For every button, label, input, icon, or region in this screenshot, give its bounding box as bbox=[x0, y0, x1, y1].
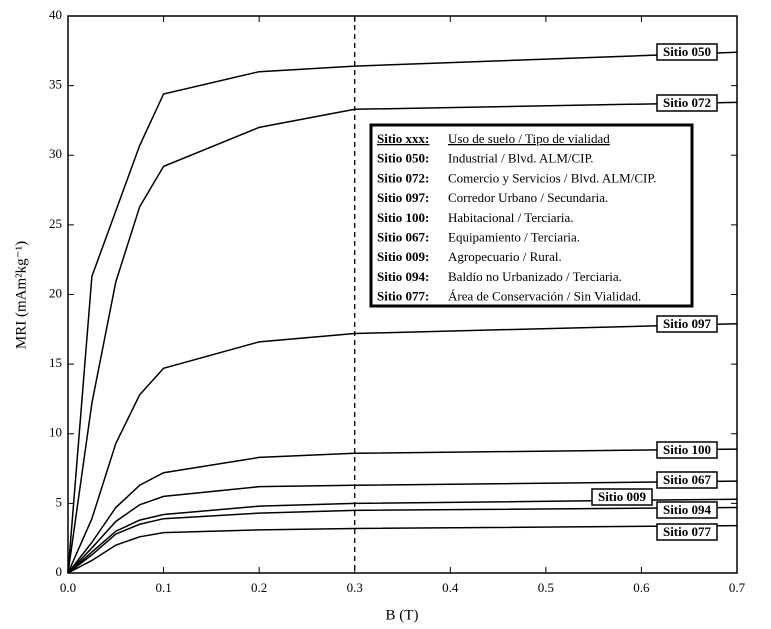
x-tick-label: 0.1 bbox=[155, 580, 171, 595]
series-label: Sitio 094 bbox=[656, 501, 718, 519]
info-key: Sitio 097: bbox=[377, 190, 429, 205]
series-label-box bbox=[656, 523, 718, 541]
x-tick-label: 0.4 bbox=[442, 580, 459, 595]
info-key: Sitio 077: bbox=[377, 289, 429, 304]
series-label-text: Sitio 100 bbox=[663, 442, 711, 457]
x-tick-label: 0.3 bbox=[347, 580, 363, 595]
series-line bbox=[67, 506, 738, 574]
series-label-box bbox=[656, 315, 718, 333]
y-tick-label: 25 bbox=[49, 216, 62, 231]
info-key: Sitio 072: bbox=[377, 170, 429, 185]
info-key: Sitio 100: bbox=[377, 210, 429, 225]
series-label: Sitio 077 bbox=[656, 523, 718, 541]
series-label-text: Sitio 072 bbox=[663, 95, 711, 110]
info-value: Área de Conservación / Sin Vialidad. bbox=[448, 289, 641, 304]
series-line bbox=[67, 480, 738, 574]
series-line bbox=[67, 524, 738, 574]
info-key: Sitio 050: bbox=[377, 151, 429, 166]
y-tick-label: 0 bbox=[56, 564, 63, 579]
y-tick-label: 10 bbox=[49, 425, 62, 440]
series-label-text: Sitio 050 bbox=[663, 44, 711, 59]
y-tick-label: 15 bbox=[49, 355, 62, 370]
x-tick-label: 0.7 bbox=[729, 580, 746, 595]
x-axis-label: B (T) bbox=[386, 607, 419, 623]
x-tick-label: 0.6 bbox=[633, 580, 650, 595]
info-header-key: Sitio xxx: bbox=[377, 131, 429, 146]
y-tick-label: 40 bbox=[49, 7, 62, 22]
series-label: Sitio 100 bbox=[656, 441, 718, 459]
x-tick-label: 0.2 bbox=[251, 580, 267, 595]
info-key: Sitio 094: bbox=[377, 269, 429, 284]
series-label-text: Sitio 097 bbox=[663, 316, 712, 331]
series-label: Sitio 009 bbox=[591, 488, 653, 506]
series-label-box bbox=[656, 441, 718, 459]
x-tick-label: 0.5 bbox=[538, 580, 554, 595]
series-label: Sitio 097 bbox=[656, 315, 718, 333]
info-value: Comercio y Servicios / Blvd. ALM/CIP. bbox=[448, 170, 656, 185]
series-line bbox=[67, 101, 738, 574]
x-tick-label: 0.0 bbox=[60, 580, 76, 595]
info-key: Sitio 067: bbox=[377, 229, 429, 244]
series-label-box bbox=[656, 501, 718, 519]
series-label-box bbox=[656, 43, 718, 61]
y-tick-label: 20 bbox=[49, 285, 62, 300]
series-label-box bbox=[656, 94, 718, 112]
y-tick-label: 5 bbox=[56, 494, 63, 509]
info-header-value: Uso de suelo / Tipo de vialidad bbox=[448, 131, 610, 146]
info-box bbox=[369, 123, 694, 308]
y-tick-label: 35 bbox=[49, 77, 62, 92]
info-value: Habitacional / Terciaria. bbox=[448, 210, 574, 225]
series-label-text: Sitio 009 bbox=[598, 489, 647, 504]
series-label-text: Sitio 094 bbox=[663, 502, 712, 517]
info-value: Agropecuario / Rural. bbox=[448, 249, 562, 264]
y-axis-label: MRI (mAm²kg⁻¹) bbox=[13, 241, 29, 349]
info-value: Baldío no Urbanizado / Terciaria. bbox=[448, 269, 622, 284]
series-line bbox=[67, 51, 738, 574]
info-value: Equipamiento / Terciaria. bbox=[448, 229, 580, 244]
info-key: Sitio 009: bbox=[377, 249, 429, 264]
series-label-text: Sitio 067 bbox=[663, 472, 712, 487]
series-label-box bbox=[591, 488, 653, 506]
series-label-box bbox=[656, 471, 718, 489]
series-label: Sitio 072 bbox=[656, 94, 718, 112]
series-line bbox=[67, 322, 738, 574]
info-value: Industrial / Blvd. ALM/CIP. bbox=[448, 151, 594, 166]
series-label: Sitio 067 bbox=[656, 471, 718, 489]
series-line bbox=[67, 448, 738, 574]
series-label-text: Sitio 077 bbox=[663, 524, 712, 539]
series-label: Sitio 050 bbox=[656, 43, 718, 61]
y-tick-label: 30 bbox=[49, 146, 62, 161]
series-line bbox=[67, 498, 738, 574]
info-value: Corredor Urbano / Secundaria. bbox=[448, 190, 608, 205]
